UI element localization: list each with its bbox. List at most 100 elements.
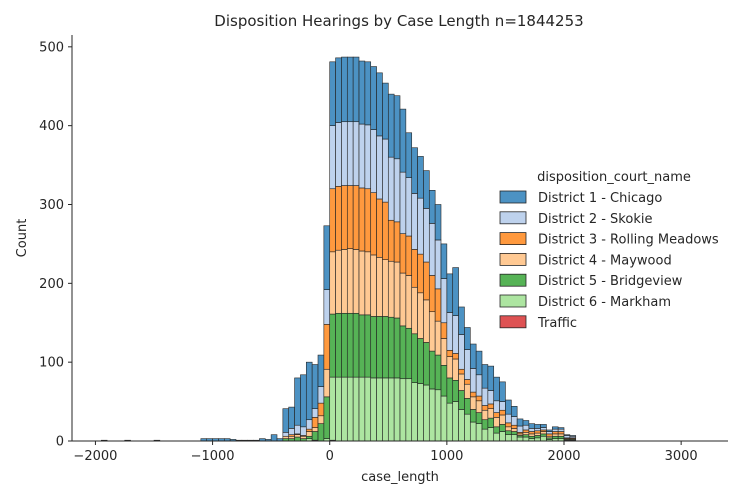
bar-segment — [317, 415, 325, 424]
bar-segment — [534, 435, 541, 439]
legend-items: District 1 - Chicago District 2 - Skokie D… — [499, 190, 719, 331]
bar-segment — [493, 426, 500, 434]
bar-segment — [305, 435, 313, 439]
legend: disposition_court_name District 1 - Chic… — [499, 170, 719, 331]
bar-segment — [346, 121, 354, 186]
bar-segment — [469, 343, 477, 369]
bar-segment — [405, 235, 413, 276]
bar-segment — [481, 428, 489, 442]
bar-segment — [505, 422, 512, 428]
bar-segment — [481, 405, 489, 411]
bar-segment — [481, 419, 489, 430]
bar-segment — [300, 426, 307, 436]
bar-segment — [475, 423, 483, 442]
bar-segment — [417, 197, 424, 255]
bar-segment — [499, 414, 506, 425]
bar-segment — [346, 185, 354, 249]
bar-segment — [341, 376, 348, 442]
bar-segment — [551, 428, 559, 432]
bar-segment — [352, 312, 360, 378]
bar-segment — [417, 383, 424, 442]
bars-layer — [100, 56, 577, 442]
bar-segment — [270, 434, 278, 442]
bar-segment — [557, 435, 565, 439]
bar-segment — [563, 435, 571, 439]
x-tick-label: 2000 — [547, 449, 580, 464]
bar-segment — [411, 249, 418, 288]
bar-segment — [493, 412, 500, 418]
bar-segment — [452, 267, 459, 316]
bar-segment — [546, 433, 553, 437]
bar-segment — [464, 379, 471, 385]
bar-segment — [323, 324, 331, 370]
bar-segment — [329, 376, 336, 441]
bar-segment — [522, 429, 530, 433]
bar-segment — [464, 349, 471, 380]
bar-segment — [399, 378, 407, 442]
bar-segment — [305, 419, 313, 430]
bar-segment — [376, 135, 383, 200]
bar-segment — [458, 409, 465, 442]
bar-segment — [393, 95, 401, 160]
bar-segment — [370, 316, 377, 379]
bar-segment — [399, 272, 407, 327]
bar-segment — [370, 192, 377, 256]
axes-layer — [71, 35, 728, 442]
bar-segment — [440, 278, 448, 324]
bar-segment — [288, 435, 295, 439]
bar-segment — [358, 376, 366, 442]
bar-segment — [305, 431, 313, 437]
bar-segment — [452, 315, 459, 354]
bar-segment — [387, 156, 395, 221]
bar-segment — [428, 223, 436, 276]
bar-segment — [505, 413, 512, 424]
bar-segment — [487, 365, 495, 391]
y-tick-label: 500 — [39, 40, 64, 55]
bar-segment — [352, 185, 360, 250]
bar-segment — [446, 312, 454, 351]
bar-segment — [499, 381, 506, 402]
bar-segment — [434, 204, 442, 241]
bar-segment — [464, 383, 471, 399]
bar-segment — [382, 259, 389, 317]
bar-segment — [428, 275, 436, 313]
bar-segment — [329, 61, 336, 126]
legend-swatch — [499, 294, 527, 308]
bar-segment — [469, 396, 477, 410]
bar-segment — [393, 261, 401, 319]
bar-segment — [434, 239, 442, 290]
bar-segment — [440, 395, 448, 442]
bar-segment — [311, 417, 319, 428]
bar-segment — [464, 413, 471, 442]
bar-segment — [428, 190, 436, 224]
bar-segment — [364, 188, 372, 253]
bar-segment — [516, 436, 524, 442]
x-axis-label: case_length — [361, 470, 439, 485]
bar-segment — [499, 401, 506, 411]
bar-segment — [475, 350, 483, 376]
bar-segment — [417, 338, 424, 384]
bar-segment — [317, 386, 325, 404]
bar-segment — [323, 396, 331, 439]
bar-segment — [423, 342, 430, 386]
bar-segment — [446, 356, 454, 379]
bar-segment — [505, 430, 512, 435]
bar-segment — [417, 156, 424, 199]
bar-segment — [510, 434, 518, 442]
bar-segment — [305, 361, 313, 421]
bar-segment — [364, 314, 372, 378]
bar-segment — [317, 402, 325, 417]
y-ticks: 0 100 200 300 400 500 — [39, 40, 72, 450]
bar-segment — [475, 395, 483, 402]
bar-segment — [458, 390, 465, 410]
bar-segment — [411, 193, 418, 250]
bar-segment — [458, 334, 465, 370]
bar-segment — [475, 412, 483, 424]
x-tick-label: 3000 — [665, 449, 698, 464]
y-tick-label: 0 — [56, 435, 64, 450]
bar-segment — [376, 316, 383, 379]
bar-segment — [546, 429, 553, 432]
bar-segment — [469, 368, 477, 393]
bar-segment — [364, 376, 372, 442]
bar-segment — [493, 400, 500, 413]
